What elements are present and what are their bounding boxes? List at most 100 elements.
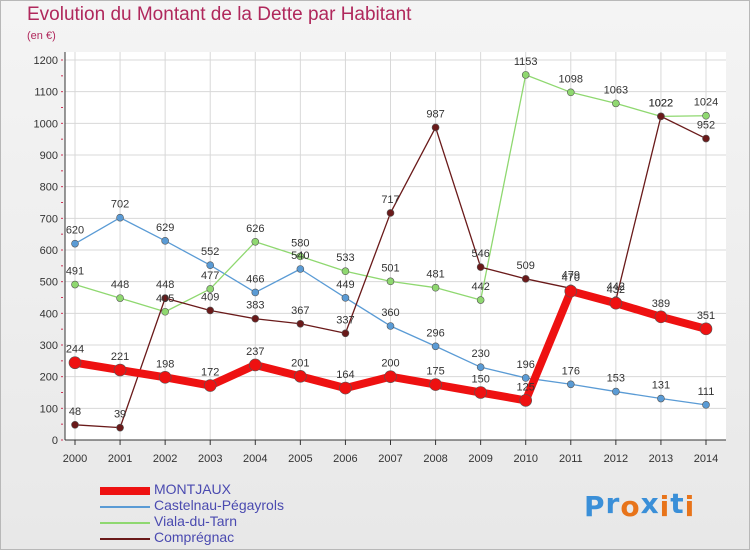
data-label: 479 [562, 269, 580, 281]
x-tick-label: 2014 [694, 453, 718, 465]
y-tick-label: 600 [40, 245, 58, 257]
data-label: 466 [246, 273, 264, 285]
data-point [206, 306, 215, 315]
chart-unit-label: (en €) [27, 30, 56, 42]
data-point [251, 237, 260, 246]
data-label: 1022 [649, 97, 673, 109]
data-label: 717 [381, 194, 399, 206]
data-label: 432 [607, 284, 625, 296]
data-point [476, 296, 485, 304]
data-point [657, 394, 665, 403]
data-label: 337 [336, 314, 354, 326]
data-label: 351 [697, 310, 715, 322]
data-point [566, 380, 575, 389]
data-point [116, 423, 124, 432]
data-label: 237 [246, 346, 264, 358]
y-tick-label: 1200 [34, 55, 58, 67]
y-tick-label: 500 [40, 277, 58, 289]
data-point [71, 239, 79, 248]
x-tick-label: 2002 [153, 453, 177, 465]
y-tick-label: 400 [40, 308, 58, 320]
x-tick-label: 2007 [378, 453, 402, 465]
data-label: 221 [111, 351, 129, 363]
data-label: 470 [562, 272, 580, 284]
data-point [68, 356, 82, 370]
legend-label: Viala-du-Tarn [154, 513, 238, 529]
y-tick-label: 300 [40, 340, 58, 352]
y-tick-label: 0 [52, 435, 58, 447]
data-point [431, 123, 440, 132]
data-label: 626 [246, 223, 264, 235]
data-label: 176 [562, 365, 580, 377]
x-tick-label: 2006 [333, 453, 357, 465]
data-label: 164 [336, 369, 354, 381]
data-label: 360 [381, 307, 399, 319]
data-label: 153 [607, 373, 625, 385]
data-point [654, 310, 668, 324]
data-label: 367 [291, 305, 309, 317]
data-label: 629 [156, 222, 174, 234]
chart-title: Evolution du Montant de la Dette par Hab… [27, 4, 412, 25]
x-tick-label: 2009 [468, 453, 492, 465]
data-label: 172 [201, 367, 219, 379]
data-point [341, 267, 350, 276]
data-point [521, 275, 530, 283]
data-point [612, 99, 620, 108]
data-point [296, 319, 305, 328]
data-point [161, 307, 169, 316]
data-point [521, 71, 530, 79]
data-label: 39 [114, 409, 126, 421]
data-label: 230 [471, 348, 489, 360]
x-tick-label: 2008 [423, 453, 447, 465]
x-tick-label: 2005 [288, 453, 312, 465]
data-point [116, 294, 124, 302]
y-tick-label: 900 [40, 150, 58, 162]
data-label: 175 [426, 366, 444, 378]
data-point [431, 342, 440, 351]
data-point [476, 363, 485, 371]
data-label: 552 [201, 246, 219, 258]
data-point [386, 277, 395, 286]
data-point [431, 283, 440, 292]
data-point [161, 237, 169, 245]
data-point [702, 111, 710, 120]
data-point [206, 285, 215, 293]
data-label: 580 [291, 237, 309, 249]
data-label: 1098 [559, 73, 583, 85]
data-point [71, 420, 79, 429]
data-label: 540 [291, 250, 309, 262]
data-label: 1022 [649, 97, 673, 109]
data-label: 125 [517, 381, 535, 393]
data-point [566, 88, 575, 97]
x-tick-label: 2013 [649, 453, 673, 465]
proxiti-logo: Proxiti [584, 487, 696, 523]
y-tick-label: 700 [40, 213, 58, 225]
x-tick-label: 2010 [513, 453, 537, 465]
y-tick-label: 200 [40, 372, 58, 384]
data-point [702, 134, 710, 143]
data-label: 389 [652, 298, 670, 310]
data-point [474, 386, 487, 399]
data-label: 1153 [514, 56, 538, 68]
data-point [113, 363, 127, 377]
data-point [294, 370, 307, 383]
data-point [341, 329, 350, 338]
data-label: 442 [471, 281, 489, 293]
data-point [612, 387, 620, 396]
x-tick-label: 2012 [604, 453, 628, 465]
data-label: 201 [291, 357, 309, 369]
data-label: 491 [66, 266, 84, 278]
data-point [519, 394, 533, 407]
x-tick-label: 2003 [198, 453, 222, 465]
legend-label: Castelnau-Pégayrols [154, 497, 284, 513]
data-label: 702 [111, 199, 129, 211]
legend-swatch [100, 538, 150, 540]
data-label: 198 [156, 358, 174, 370]
data-label: 509 [517, 260, 535, 272]
data-point [116, 213, 124, 222]
data-point [341, 294, 350, 302]
data-label: 442 [607, 281, 625, 293]
data-label: 1063 [604, 84, 628, 96]
x-tick-label: 2004 [243, 453, 267, 465]
